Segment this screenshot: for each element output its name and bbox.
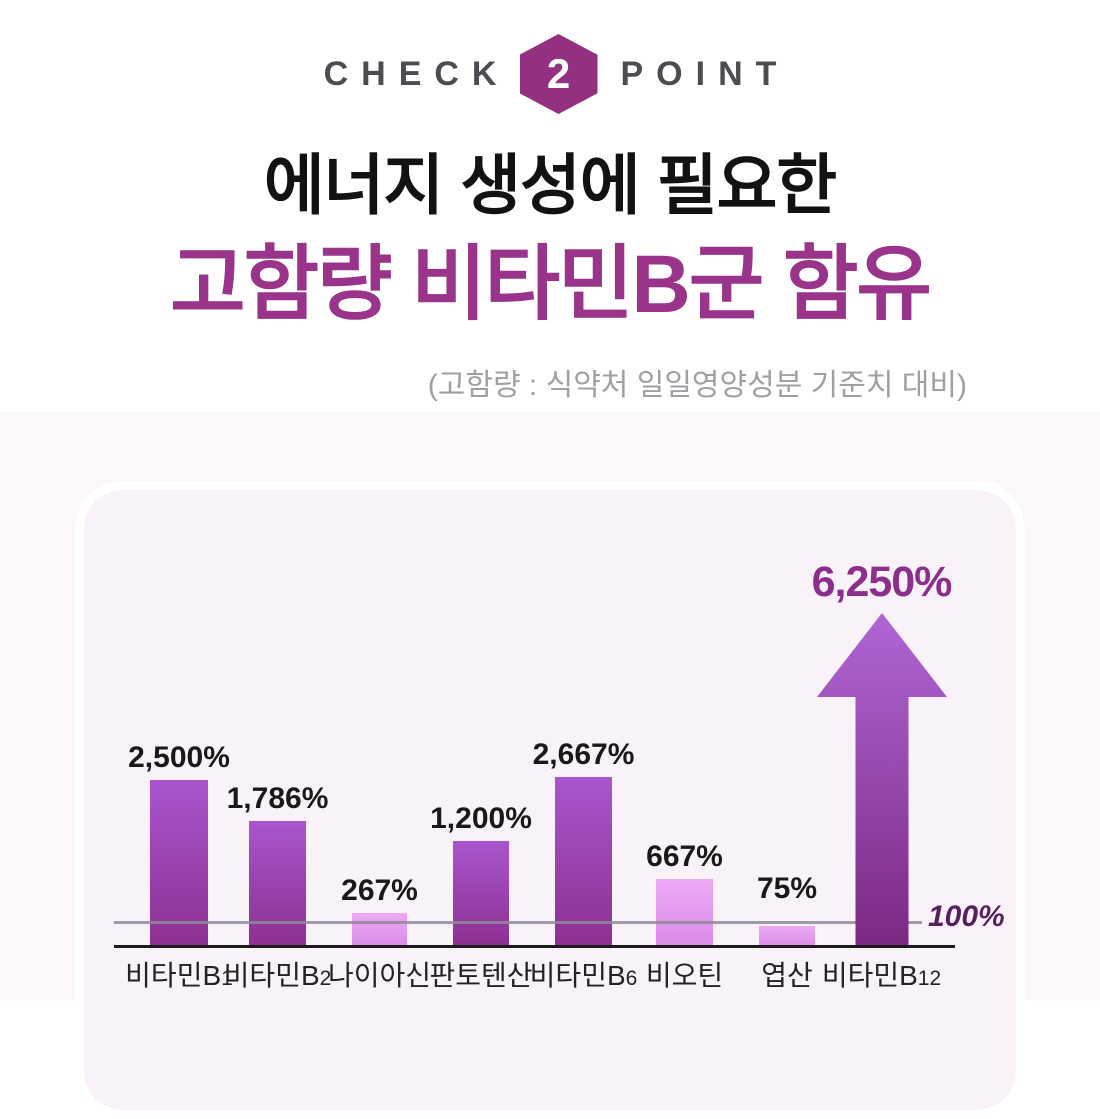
bar-value-label: 1,786% — [226, 782, 329, 815]
headline-line1: 에너지 생성에 필요한 — [263, 148, 837, 222]
bar-category-label: 비타민B1 — [125, 960, 233, 991]
bar-category-label: 판토텐산 — [429, 960, 533, 991]
bar-value-label: 75% — [756, 872, 818, 905]
bar-category-label: 비타민B2 — [223, 960, 332, 991]
bar-value-label: 267% — [341, 874, 418, 907]
bar-value-label: 667% — [646, 840, 723, 873]
bar-value-label: 1,200% — [430, 802, 532, 835]
vitamin-b12-arrow — [816, 613, 947, 948]
bar — [759, 926, 815, 948]
bar — [555, 777, 612, 948]
hexagon-badge-icon: 2 — [519, 34, 598, 114]
bar — [453, 841, 509, 948]
bar-value-label: 2,500% — [128, 741, 230, 774]
bar-category-label: 비타민B6 — [529, 960, 638, 991]
chart-area: 100% 2,500% 비타민B1 1,786% 비타민B2 267% 나이아신 1,200… — [114, 558, 1005, 1000]
bar-value-label: 2,667% — [532, 738, 635, 771]
badge-number: 2 — [546, 50, 571, 97]
headline-note: (고함량 : 식약처 일일영양성분 기준치 대비) — [427, 369, 967, 402]
bar-category-label: 엽산 — [761, 960, 813, 991]
bar — [150, 780, 208, 948]
reference-line-100 — [114, 921, 922, 924]
bar — [656, 879, 713, 948]
bar — [249, 821, 306, 948]
headline-line2: 고함량 비타민B군 함유 — [170, 239, 932, 330]
bar-value-label: 6,250% — [811, 558, 953, 606]
bar — [352, 913, 407, 948]
point-label: POINT — [620, 54, 790, 93]
bar-category-label: 비오틴 — [645, 960, 724, 991]
x-axis-line — [114, 945, 955, 948]
bar-category-label: 비타민B12 — [821, 960, 942, 991]
check-label: CHECK — [323, 54, 510, 93]
bar-category-label: 나이아신 — [327, 960, 432, 991]
reference-line-label: 100% — [928, 900, 1005, 933]
check-point-badge: CHECK 2 POINT — [0, 34, 1100, 114]
